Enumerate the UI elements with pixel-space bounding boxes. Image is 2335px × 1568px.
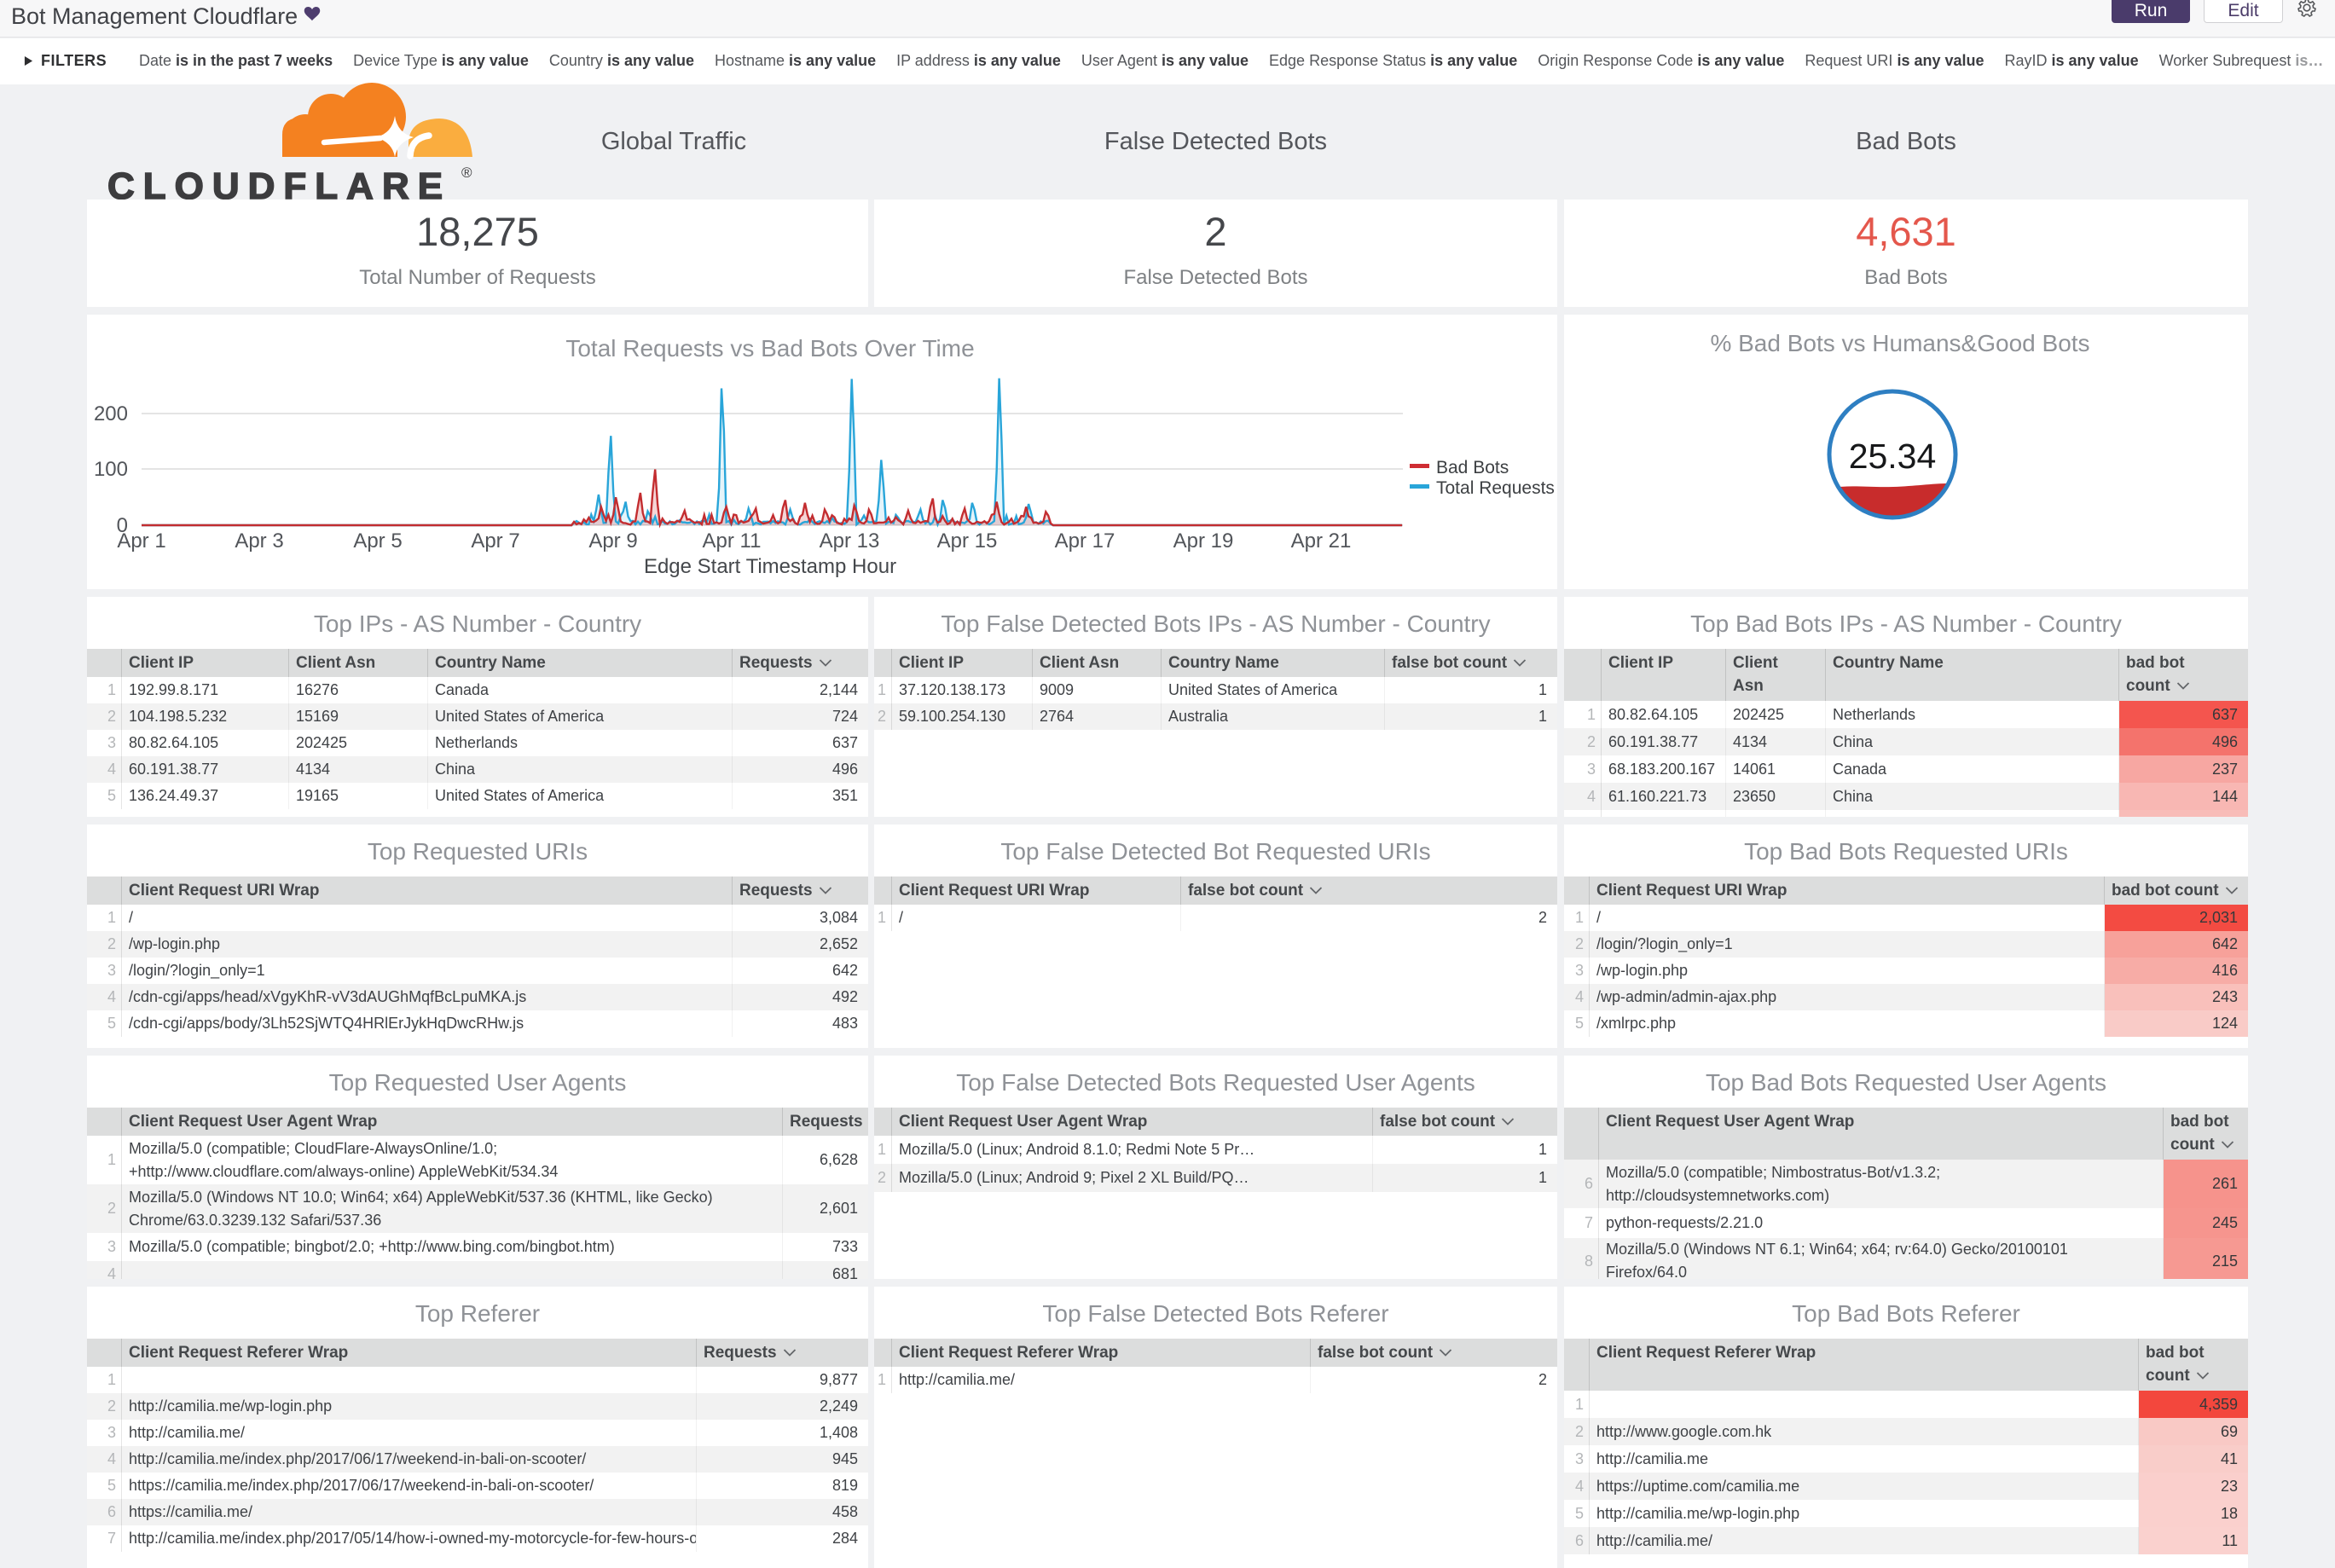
svg-text:0: 0 bbox=[117, 514, 128, 537]
svg-text:Apr 3: Apr 3 bbox=[235, 529, 283, 553]
svg-text:Bad Bots: Bad Bots bbox=[1436, 458, 1509, 477]
svg-text:Apr 9: Apr 9 bbox=[588, 529, 637, 553]
svg-text:200: 200 bbox=[94, 402, 128, 425]
svg-text:100: 100 bbox=[94, 458, 128, 481]
svg-text:Apr 11: Apr 11 bbox=[703, 529, 762, 553]
svg-text:Total Requests: Total Requests bbox=[1436, 478, 1555, 498]
svg-text:25.34: 25.34 bbox=[1849, 437, 1937, 476]
svg-text:% Bad Bots vs Humans&Good Bots: % Bad Bots vs Humans&Good Bots bbox=[1710, 330, 2089, 356]
svg-text:Apr 15: Apr 15 bbox=[937, 529, 998, 553]
svg-text:Apr 5: Apr 5 bbox=[353, 529, 402, 553]
svg-text:Apr 1: Apr 1 bbox=[117, 529, 165, 553]
svg-text:Edge Start Timestamp Hour: Edge Start Timestamp Hour bbox=[644, 555, 896, 578]
svg-text:Apr 19: Apr 19 bbox=[1173, 529, 1234, 553]
svg-text:Apr 17: Apr 17 bbox=[1055, 529, 1115, 553]
svg-text:Total Requests vs Bad Bots Ove: Total Requests vs Bad Bots Over Time bbox=[565, 335, 974, 362]
svg-text:Apr 13: Apr 13 bbox=[820, 529, 880, 553]
svg-text:Apr 21: Apr 21 bbox=[1291, 529, 1352, 553]
svg-text:Apr 7: Apr 7 bbox=[471, 529, 519, 553]
